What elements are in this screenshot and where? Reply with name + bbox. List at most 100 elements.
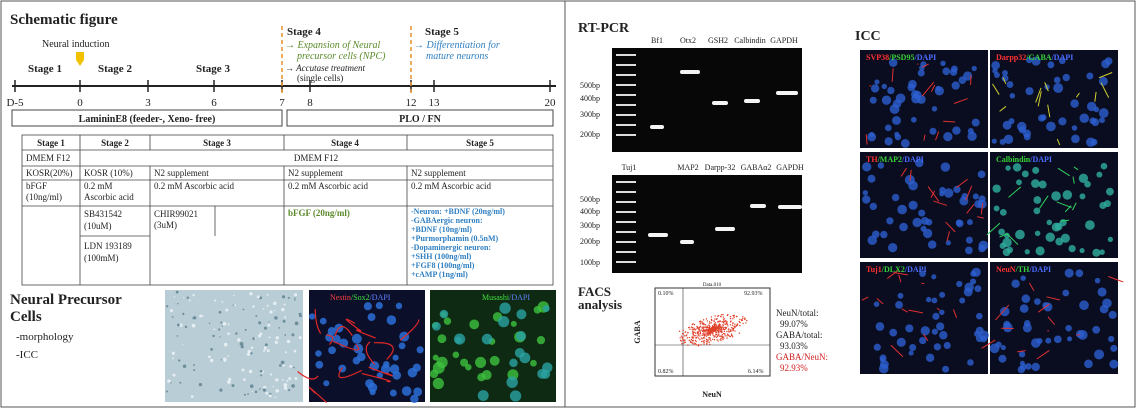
cell (208, 355, 211, 359)
cell (282, 363, 285, 367)
event (719, 320, 721, 323)
event (705, 318, 708, 320)
event (703, 343, 705, 345)
td: LDN 193189 (84, 241, 132, 251)
cell (272, 386, 275, 388)
neurite (1008, 186, 1022, 198)
event (712, 334, 714, 336)
nucleus (1108, 310, 1117, 319)
cell (210, 348, 213, 351)
event (734, 326, 736, 329)
neurite (861, 296, 869, 301)
event (727, 325, 729, 327)
cell (166, 390, 168, 393)
nucleus (869, 96, 877, 104)
nucleus (912, 217, 922, 228)
cell (262, 307, 265, 310)
event (701, 321, 703, 323)
nucleus (888, 58, 898, 67)
event (686, 334, 688, 336)
cell (432, 321, 441, 331)
nucleus (889, 104, 900, 115)
nucleus (327, 327, 336, 336)
event (716, 326, 718, 328)
event (682, 333, 685, 335)
event (700, 344, 702, 346)
cell (530, 359, 537, 367)
nucleus (1079, 247, 1085, 254)
event (705, 333, 707, 335)
event (713, 339, 716, 341)
nucleus (1003, 134, 1014, 144)
nucleus (896, 337, 906, 347)
event (692, 332, 694, 335)
nucleus (907, 83, 916, 92)
cell (179, 323, 183, 327)
event (729, 321, 732, 323)
event (716, 339, 718, 341)
nucleus (315, 360, 324, 369)
panel-label: Darpp32/GABA/DAPI (996, 53, 1073, 62)
neurite (999, 106, 1007, 112)
event (706, 339, 708, 341)
event (723, 322, 725, 324)
nucleus (1084, 180, 1091, 188)
event (702, 319, 705, 321)
table (21, 134, 554, 286)
event (700, 340, 703, 343)
event (718, 331, 720, 334)
nucleus (1097, 287, 1107, 297)
nucleus (1011, 279, 1020, 288)
event (742, 316, 744, 318)
event (690, 338, 693, 341)
event (722, 313, 724, 316)
nucleus (966, 219, 973, 226)
cell (213, 299, 216, 302)
nucleus (895, 300, 903, 309)
event (729, 324, 732, 326)
quadrant: 6.14% (748, 369, 764, 375)
gel (612, 175, 802, 273)
nucleus (1092, 325, 1101, 334)
td: Ascorbic acid (84, 192, 134, 202)
cell (294, 321, 299, 326)
ladder-label: 400bp (580, 207, 600, 216)
nucleus (1071, 125, 1078, 131)
neurite (1047, 104, 1051, 118)
cell (536, 336, 546, 345)
nucleus (1016, 179, 1022, 186)
nucleus (1075, 269, 1084, 278)
event (717, 340, 719, 342)
label-part: NeuN (996, 265, 1016, 274)
event (708, 321, 711, 323)
band (750, 204, 766, 208)
cell (477, 390, 489, 402)
label-part: /TH (1015, 265, 1031, 274)
event (725, 320, 727, 322)
cell (172, 373, 176, 377)
stage: Stage 1 (28, 63, 62, 75)
nucleus (880, 230, 888, 239)
cell (227, 332, 230, 335)
neurite (314, 309, 322, 334)
nucleus (1025, 87, 1034, 96)
ladder-band (616, 124, 636, 126)
facs-title: analysis (578, 297, 622, 312)
nucleus (1100, 162, 1108, 170)
event (710, 340, 712, 342)
td: -GABAergic neuron: (411, 216, 483, 225)
td: SB431542 (84, 209, 122, 219)
event (695, 332, 697, 335)
event (704, 326, 706, 328)
event (702, 329, 704, 332)
nucleus (416, 346, 424, 354)
event (709, 332, 711, 334)
th: Stage 5 (466, 138, 494, 148)
cell (283, 383, 288, 387)
nucleus (1022, 323, 1032, 333)
cell (270, 373, 273, 376)
cell (452, 351, 460, 359)
event (702, 327, 705, 329)
nucleus (891, 193, 900, 202)
td: -Dopaminergic neuron: (411, 243, 491, 252)
